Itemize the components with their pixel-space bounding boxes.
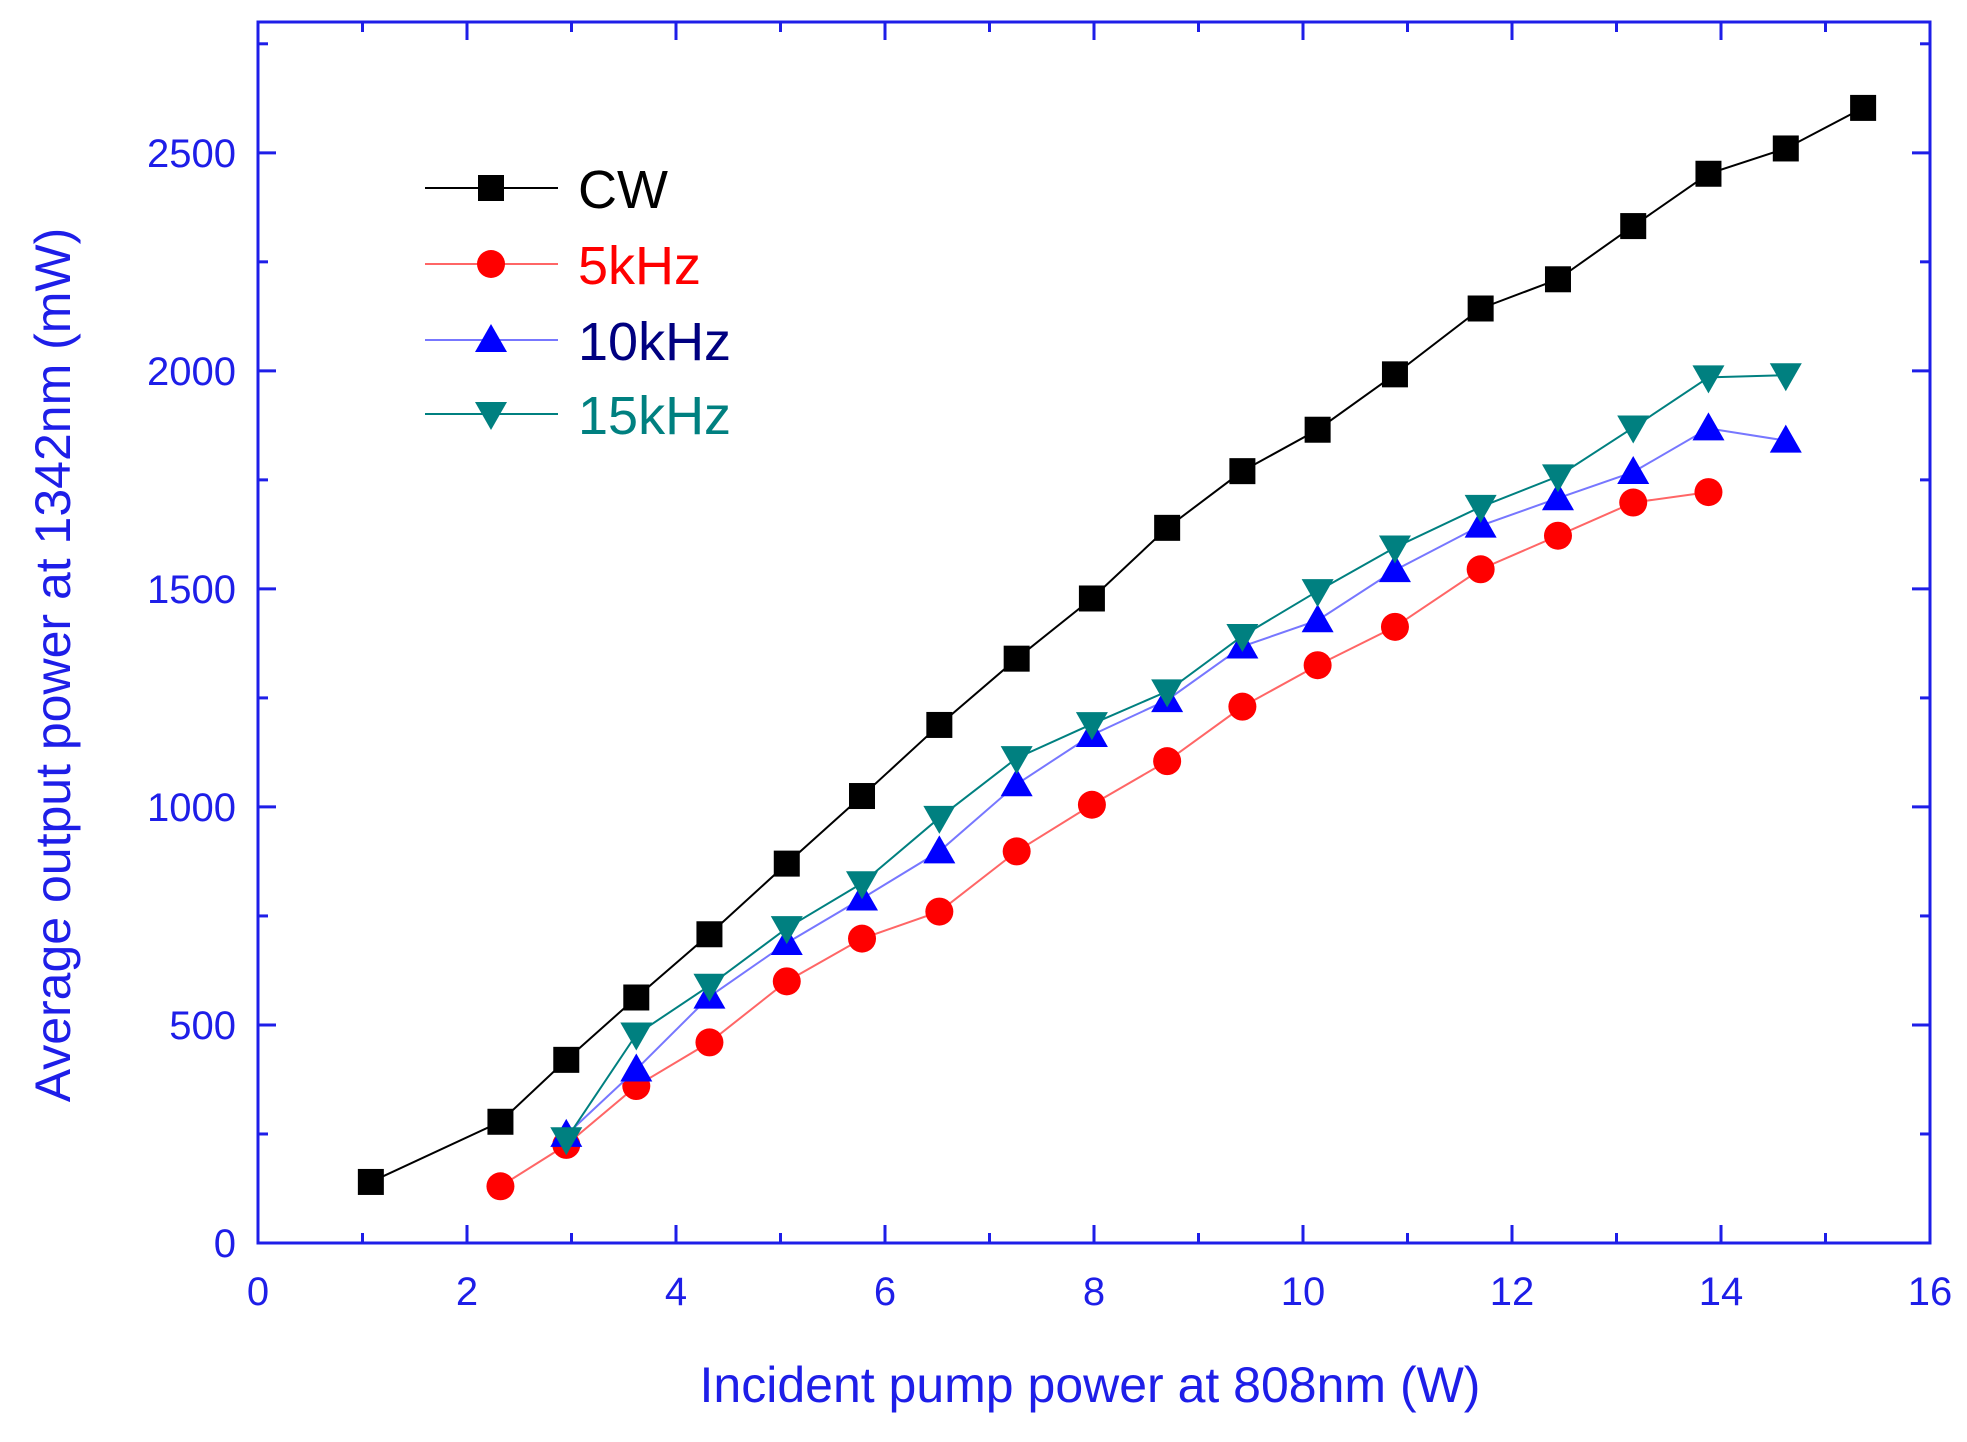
data-point-5khz [1153, 747, 1182, 776]
data-point-cw [623, 984, 650, 1011]
data-point-15khz [923, 805, 956, 834]
data-point-10khz [1301, 604, 1334, 633]
x-tick-label: 2 [456, 1270, 478, 1314]
legend-marker-5khz [477, 250, 505, 278]
series-5khz [486, 478, 1723, 1201]
y-tick-label: 500 [169, 1004, 236, 1048]
data-point-5khz [1077, 790, 1106, 819]
x-tick-label: 14 [1699, 1270, 1744, 1314]
data-point-15khz [846, 871, 879, 900]
data-point-15khz [1075, 712, 1108, 741]
data-point-15khz [693, 973, 726, 1002]
data-point-15khz [1769, 363, 1802, 392]
data-point-15khz [1541, 464, 1574, 493]
data-point-5khz [1466, 555, 1495, 584]
y-tick-label: 2500 [147, 132, 236, 176]
data-point-15khz [1301, 579, 1334, 608]
data-point-cw [357, 1168, 384, 1195]
data-point-cw [1544, 266, 1571, 293]
y-tick-label: 1000 [147, 786, 236, 830]
data-point-5khz [1303, 651, 1332, 680]
data-point-10khz [1692, 412, 1725, 441]
x-tick-label: 8 [1083, 1270, 1105, 1314]
data-point-15khz [1000, 746, 1033, 775]
data-point-5khz [925, 897, 954, 926]
data-point-15khz [1226, 623, 1259, 652]
x-tick-label: 6 [874, 1270, 896, 1314]
data-point-cw [1467, 295, 1494, 322]
data-point-15khz [620, 1022, 653, 1051]
x-tick-label: 0 [247, 1270, 269, 1314]
data-point-5khz [1543, 521, 1572, 550]
data-point-cw [1850, 94, 1877, 121]
data-point-5khz [486, 1172, 515, 1201]
series-15khz [550, 363, 1802, 1156]
data-point-5khz [1694, 478, 1723, 507]
data-point-cw [1078, 585, 1105, 612]
data-point-10khz [1769, 424, 1802, 453]
data-point-cw [1229, 458, 1256, 485]
data-point-15khz [770, 916, 803, 945]
data-point-5khz [1228, 692, 1257, 721]
data-point-cw [487, 1108, 514, 1135]
data-point-cw [773, 850, 800, 877]
data-point-cw [696, 921, 723, 948]
y-axis-title: Average output power at 1342nm (mW) [25, 228, 81, 1103]
data-point-15khz [550, 1127, 583, 1156]
data-point-15khz [1378, 535, 1411, 564]
legend-label-cw: CW [578, 160, 668, 220]
data-point-5khz [695, 1028, 724, 1057]
y-tick-label: 1500 [147, 568, 236, 612]
data-point-10khz [1464, 509, 1497, 538]
data-point-cw [1381, 361, 1408, 388]
data-point-cw [926, 711, 953, 738]
data-point-cw [1772, 135, 1799, 162]
data-point-cw [1003, 645, 1030, 672]
data-point-15khz [1464, 494, 1497, 523]
x-tick-label: 16 [1908, 1270, 1953, 1314]
data-point-5khz [1380, 612, 1409, 641]
data-point-10khz [620, 1053, 653, 1082]
data-point-cw [1620, 213, 1647, 240]
data-point-10khz [1378, 554, 1411, 583]
data-point-15khz [1151, 679, 1184, 708]
series-cw [357, 94, 1877, 1195]
data-point-10khz [1617, 456, 1650, 485]
y-tick-label: 2000 [147, 350, 236, 394]
legend-label-5khz: 5kHz [578, 236, 701, 296]
data-point-10khz [1541, 482, 1574, 511]
data-point-5khz [848, 924, 877, 953]
data-point-5khz [1619, 488, 1648, 517]
y-tick-label: 0 [214, 1222, 236, 1266]
x-axis-title: Incident pump power at 808nm (W) [700, 1357, 1481, 1413]
data-point-cw [553, 1046, 580, 1073]
data-point-10khz [1000, 768, 1033, 797]
data-point-cw [1695, 160, 1722, 187]
legend-marker-cw [478, 175, 504, 201]
x-tick-label: 4 [665, 1270, 687, 1314]
series-layer [357, 94, 1877, 1201]
x-tick-label: 12 [1490, 1270, 1535, 1314]
data-point-15khz [1692, 365, 1725, 394]
legend: CW 5kHz 10kHz 15kHz [425, 160, 731, 446]
data-point-cw [1154, 514, 1181, 541]
legend-marker-10khz [475, 324, 507, 352]
data-point-cw [1304, 416, 1331, 443]
data-point-5khz [772, 967, 801, 996]
x-tick-label: 10 [1281, 1270, 1326, 1314]
axis-layer: 0 2 4 6 8 10 12 14 16 0 500 1000 1500 2000 2500 [147, 22, 1952, 1314]
legend-label-15khz: 15kHz [578, 386, 731, 446]
legend-marker-15khz [475, 402, 507, 430]
legend-label-10khz: 10kHz [578, 312, 731, 372]
data-point-15khz [1617, 415, 1650, 444]
data-point-10khz [923, 835, 956, 864]
data-point-5khz [1002, 837, 1031, 866]
data-point-cw [849, 783, 876, 810]
